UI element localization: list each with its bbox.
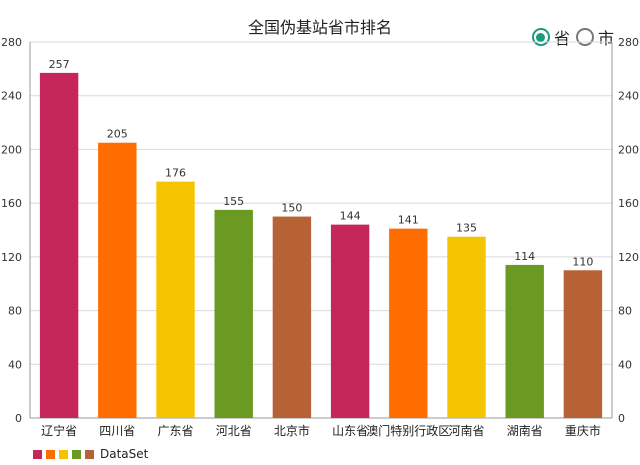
data-label: 257 [49,58,70,71]
y-tick-label-left: 160 [1,197,22,210]
bar [39,72,79,418]
y-tick-label-right: 160 [618,197,639,210]
data-label: 155 [223,195,244,208]
radio-unchecked-icon [575,28,594,46]
y-tick-label-left: 0 [15,412,22,425]
y-tick-label-right: 120 [618,251,639,264]
y-tick-label-right: 0 [618,412,625,425]
chart-title: 全国伪基站省市排名 [247,18,392,37]
legend: DataSet [33,447,148,461]
bar [156,181,195,418]
y-tick-label-left: 80 [8,305,22,318]
x-tick-label: 重庆市 [565,423,601,438]
data-label: 141 [398,214,419,227]
y-tick-label-left: 40 [8,358,22,371]
legend-label: DataSet [100,447,149,461]
bar [272,216,312,418]
region-filter: 省 市 [531,25,614,49]
x-tick-label: 河南省 [448,423,484,438]
radio-province[interactable]: 省 [531,25,570,49]
data-label: 176 [165,167,186,180]
y-tick-label-right: 80 [618,305,632,318]
data-label: 110 [572,255,593,268]
data-label: 135 [456,222,477,235]
legend-swatches [33,449,94,459]
y-tick-label-left: 200 [1,143,22,156]
y-tick-label-right: 280 [618,36,639,49]
y-tick-label-right: 240 [618,90,639,103]
bar [330,224,370,418]
y-tick-label-left: 120 [1,251,22,264]
data-label: 150 [281,202,302,215]
bar [98,142,137,418]
radio-city-label: 市 [597,29,614,48]
radio-province-label: 省 [553,29,570,48]
legend-swatch [72,449,81,459]
x-tick-label: 河北省 [216,424,252,438]
legend-swatch [33,449,42,459]
x-tick-label: 广东省 [157,424,193,438]
x-tick-label: 辽宁省 [41,423,77,438]
legend-swatch [46,449,55,459]
legend-swatch [85,449,94,459]
y-tick-label-right: 200 [618,143,639,156]
bar [447,236,486,418]
data-label: 144 [340,210,361,223]
x-tick-label: 四川省 [99,424,135,438]
data-label: 205 [107,128,128,141]
y-tick-label-left: 280 [1,36,22,49]
x-tick-label: 山东省 [332,424,368,438]
x-tick-label: 湖南省 [507,423,543,438]
bar [505,264,544,418]
bar [563,270,603,418]
y-tick-label-right: 40 [618,358,632,371]
data-label: 114 [514,250,535,263]
legend-swatch [59,449,68,459]
bar [214,209,253,418]
x-tick-label: 北京市 [274,423,310,438]
radio-city[interactable]: 市 [575,25,614,49]
bar [389,228,428,418]
x-tick-label: 澳门特别行政区 [366,423,450,438]
y-tick-label-left: 240 [1,90,22,103]
radio-checked-icon [531,28,550,46]
